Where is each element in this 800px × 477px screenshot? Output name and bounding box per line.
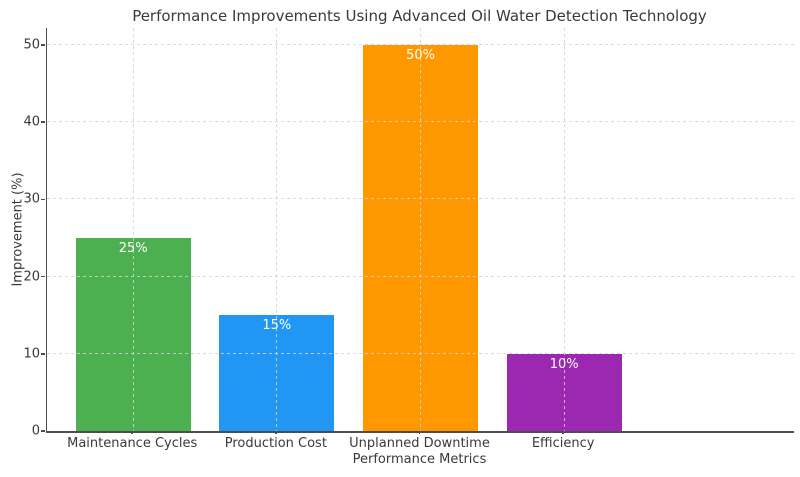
v-gridline: [276, 28, 278, 431]
plot-area: 25% 15% 50% 10%: [46, 28, 794, 433]
bar-value-label: 10%: [549, 356, 579, 372]
chart-title: Performance Improvements Using Advanced …: [132, 7, 707, 25]
y-tick-label: 20: [23, 269, 40, 285]
x-tick-label: Efficiency: [531, 436, 595, 451]
x-axis-label: Performance Metrics: [352, 452, 487, 467]
y-tick-mark: [41, 121, 45, 123]
y-tick-mark: [41, 430, 45, 432]
v-gridline: [420, 28, 421, 431]
y-tick-label: 50: [23, 37, 40, 53]
bar-value-label: 15%: [262, 318, 292, 334]
y-tick-mark: [41, 44, 45, 46]
y-tick-label: 30: [23, 191, 40, 207]
y-tick-mark: [41, 353, 45, 355]
v-gridline: [132, 28, 134, 431]
y-axis-label: Improvement (%): [10, 172, 26, 287]
y-tick-mark: [41, 198, 45, 201]
x-tick-mark: [562, 430, 564, 434]
x-tick-mark: [275, 430, 277, 434]
y-tick-label: 10: [23, 346, 40, 362]
bar-value-label: 25%: [118, 240, 148, 256]
x-tick-label: Maintenance Cycles: [67, 436, 198, 451]
y-tick-label: 40: [23, 114, 40, 130]
x-tick-label: Unplanned Downtime: [349, 436, 490, 451]
x-tick-label: Production Cost: [224, 436, 327, 451]
y-tick-mark: [41, 275, 45, 278]
bar-value-label: 50%: [406, 47, 435, 63]
y-tick-label: 0: [31, 423, 40, 439]
x-tick-mark: [131, 430, 133, 434]
x-tick-mark: [418, 430, 421, 434]
v-gridline: [563, 28, 565, 431]
